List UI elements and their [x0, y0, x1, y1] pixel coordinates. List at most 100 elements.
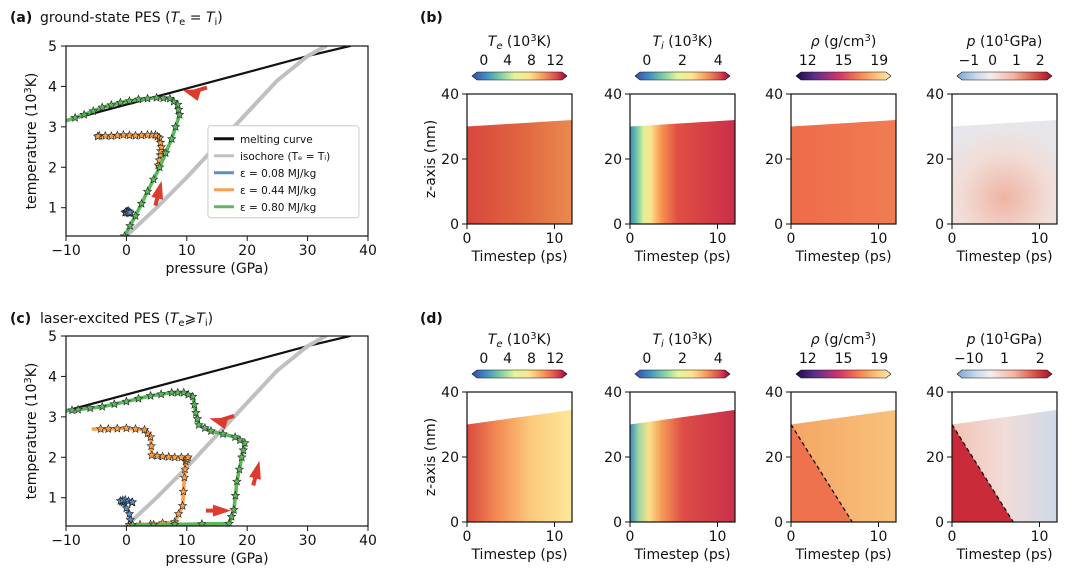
data-point — [174, 508, 184, 518]
colorbar-label: ρ (g/cm3) — [811, 331, 877, 348]
x-axis-label: Timestep (ps) — [470, 547, 567, 563]
x-tick-label: −10 — [51, 243, 81, 259]
colorbar-tick-label: 8 — [527, 351, 536, 367]
y-tick-label: 3 — [48, 410, 57, 426]
colorbar-tick-label: 19 — [870, 351, 888, 367]
colorbar-tick-label: 1 — [1012, 53, 1021, 69]
data-point — [130, 424, 141, 434]
data-point — [70, 112, 80, 122]
colorbar-tick-label: 0 — [479, 351, 488, 367]
colorbar-label: ρ (g/cm3) — [811, 33, 877, 50]
colorbar-label: p (101GPa) — [966, 33, 1043, 50]
y-tick-label: 40 — [926, 385, 944, 401]
x-tick-label: 0 — [463, 529, 472, 545]
data-point — [106, 100, 117, 110]
data-point — [112, 423, 123, 433]
y-axis-label: temperature (103K) — [23, 73, 40, 210]
axes-frame — [65, 45, 369, 237]
x-tick-label: 10 — [546, 529, 564, 545]
y-tick-label: 3 — [48, 120, 57, 136]
y-tick-label: 2 — [48, 160, 57, 176]
data-point — [73, 404, 83, 414]
x-tick-label: 30 — [299, 533, 317, 549]
colorbar-tick-label: 15 — [835, 351, 853, 367]
y-tick-label: 0 — [935, 217, 944, 233]
heatmap-field — [630, 409, 735, 522]
y-tick-label: 20 — [926, 152, 944, 168]
x-axis-label: Timestep (ps) — [955, 547, 1052, 563]
y-tick-label: 20 — [765, 450, 783, 466]
y-tick-label: 0 — [613, 217, 622, 233]
data-point — [142, 186, 153, 196]
heatmap-field — [952, 120, 1057, 224]
data-point — [136, 130, 147, 140]
colorbar-tick-label: 0 — [988, 53, 997, 69]
colorbar-label: Te (103K) — [488, 33, 551, 52]
data-point — [194, 419, 204, 429]
colorbar-tick-label: 12 — [799, 351, 817, 367]
y-tick-label: 2 — [48, 450, 57, 466]
data-point — [238, 445, 249, 455]
x-tick-label: 10 — [1031, 231, 1049, 247]
y-tick-label: 0 — [774, 515, 783, 531]
y-tick-label: 20 — [926, 450, 944, 466]
data-point — [200, 423, 210, 433]
data-point — [178, 486, 189, 496]
x-axis-label: Timestep (ps) — [794, 249, 891, 265]
colorbar-tick-label: 15 — [835, 53, 853, 69]
colorbar-tick-label: −1 — [958, 53, 979, 69]
legend-label: ε = 0.80 MJ/kg — [240, 202, 316, 214]
data-point — [147, 450, 157, 460]
x-tick-label: 10 — [870, 529, 888, 545]
x-tick-label: 0 — [787, 231, 796, 247]
x-tick-label: 30 — [299, 243, 317, 259]
x-tick-label: 0 — [787, 529, 796, 545]
data-point — [125, 207, 135, 217]
y-tick-label: 5 — [48, 329, 57, 345]
data-point — [92, 131, 103, 141]
legend-label: ε = 0.44 MJ/kg — [240, 185, 316, 197]
legend-box — [207, 125, 360, 219]
data-point — [112, 130, 123, 140]
panel-label-b: (b) — [420, 10, 443, 26]
data-point — [109, 399, 120, 409]
data-point — [177, 500, 188, 510]
data-point — [226, 511, 237, 521]
x-tick-label: 20 — [238, 243, 256, 259]
data-point — [130, 210, 141, 220]
colorbar-tick-label: 2 — [678, 53, 687, 69]
y-tick-label: 40 — [604, 87, 622, 103]
y-tick-label: 40 — [441, 385, 459, 401]
shock-front — [951, 424, 1014, 523]
panel-a-title: ground-state PES (Te = Ti) — [40, 10, 223, 28]
x-tick-label: 20 — [238, 533, 256, 549]
data-point — [180, 464, 190, 474]
pes-plot-a: −10 0 10 20 30 40 1 2 3 4 5 pressure (GPa) temperatu… — [23, 39, 377, 277]
colorbar-tick-label: 2 — [678, 351, 687, 367]
x-tick-label: 10 — [709, 231, 727, 247]
x-tick-label: 0 — [122, 243, 131, 259]
y-tick-label: 0 — [450, 217, 459, 233]
colorbar — [795, 369, 892, 379]
data-point — [151, 92, 162, 102]
data-point — [154, 162, 165, 172]
data-point — [145, 390, 156, 400]
colorbar-tick-label: 0 — [642, 53, 651, 69]
colorbar — [634, 369, 731, 379]
y-tick-label: 0 — [613, 515, 622, 531]
colorbar-label: Te (103K) — [488, 331, 551, 350]
colorbar-tick-label: 12 — [546, 53, 564, 69]
y-tick-label: 40 — [765, 87, 783, 103]
heatmap-field — [467, 409, 572, 522]
data-point — [97, 102, 107, 112]
x-tick-label: 10 — [546, 231, 564, 247]
data-point — [192, 413, 203, 423]
data-point — [139, 424, 150, 434]
data-point — [146, 441, 156, 451]
y-tick-label: 20 — [604, 152, 622, 168]
data-point — [230, 490, 241, 500]
x-tick-label: 10 — [178, 243, 196, 259]
colorbar-tick-label: 4 — [503, 53, 512, 69]
colorbar — [471, 71, 568, 81]
